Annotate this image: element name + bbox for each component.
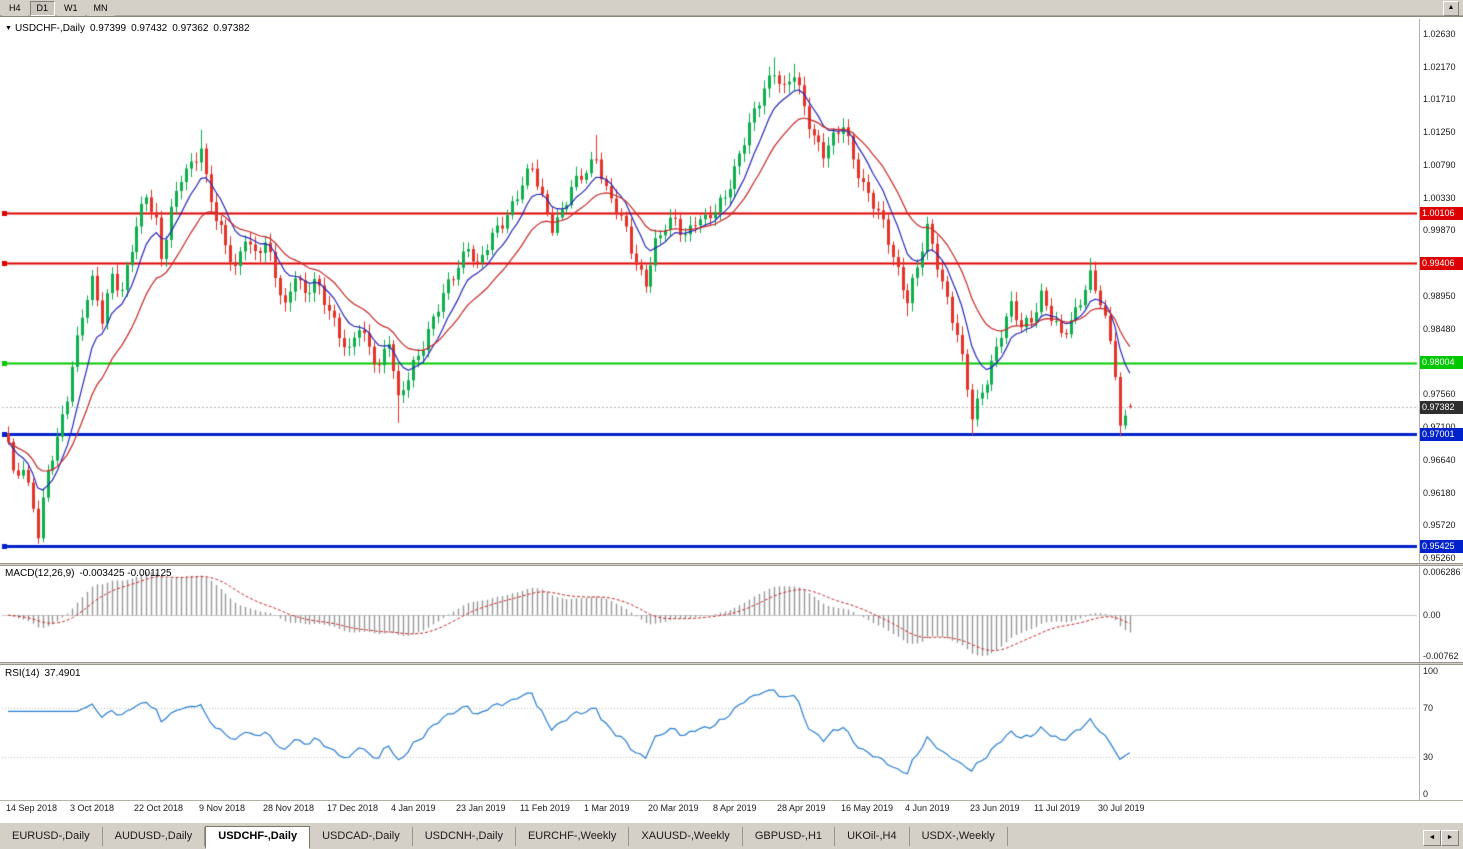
date-axis-label: 30 Jul 2019 <box>1098 803 1145 813</box>
chart-tabs: EURUSD-,Daily AUDUSD-,Daily USDCHF-,Daily U… <box>0 823 1008 849</box>
price-axis-tick: 0.96180 <box>1423 488 1456 498</box>
price-axis-tick: 0.96640 <box>1423 455 1456 465</box>
date-axis-label: 16 May 2019 <box>841 803 894 813</box>
chart-tab-xauusd-weekly[interactable]: XAUUSD-,Weekly <box>629 827 743 846</box>
price-axis-tick: 0.98480 <box>1423 324 1456 334</box>
date-axis-label: 28 Nov 2018 <box>263 803 315 813</box>
chart-symbol-label: USDCHF-,Daily <box>14 23 85 34</box>
pane-splitter-rsi[interactable] <box>0 662 1463 665</box>
price-axis-tick: 1.01250 <box>1423 127 1456 137</box>
price-chart-canvas[interactable] <box>0 19 1419 563</box>
date-axis-label: 9 Nov 2018 <box>199 803 246 813</box>
date-axis-label: 14 Sep 2018 <box>6 803 58 813</box>
toolbar-scroll-up-icon[interactable]: ▲ <box>1443 1 1459 16</box>
chart-tab-gbpusd-h1[interactable]: GBPUSD-,H1 <box>743 827 836 846</box>
current-price-badge: 0.97382 <box>1420 401 1463 414</box>
timeframe-button-d1[interactable]: D1 <box>29 1 56 16</box>
price-axis-tick: 1.00330 <box>1423 193 1456 203</box>
date-axis-label: 4 Jun 2019 <box>905 803 950 813</box>
chart-tab-eurchf-weekly[interactable]: EURCHF-,Weekly <box>516 827 630 846</box>
date-axis-label: 17 Dec 2018 <box>327 803 379 813</box>
price-axis-tick: 0.99870 <box>1423 225 1456 235</box>
chart-title: ▼ USDCHF-,Daily 0.97399 0.97432 0.97362 0.973… <box>5 23 250 34</box>
price-level-badge: 1.00106 <box>1420 207 1463 220</box>
rsi-value: 37.4901 <box>44 668 81 679</box>
date-axis-label: 11 Jul 2019 <box>1034 803 1080 813</box>
timeframe-button-h4[interactable]: H4 <box>2 1 28 16</box>
ohlc-close: 0.97382 <box>213 23 250 34</box>
timeframe-button-w1[interactable]: W1 <box>57 1 85 16</box>
price-axis-tick: 0.97560 <box>1423 389 1456 399</box>
timeframe-buttons: H4 D1 W1 MN <box>0 0 115 17</box>
date-axis-label: 1 Mar 2019 <box>584 803 630 813</box>
date-axis-label: 20 Mar 2019 <box>648 803 699 813</box>
tab-scroll-right-icon[interactable]: ► <box>1441 830 1459 846</box>
chart-tab-eurusd-daily[interactable]: EURUSD-,Daily <box>0 827 103 846</box>
price-axis-tick: 0.95260 <box>1423 553 1456 563</box>
price-level-badge: 0.95425 <box>1420 540 1463 553</box>
rsi-indicator-canvas[interactable] <box>0 665 1419 800</box>
rsi-label: RSI(14) 37.4901 <box>5 668 86 679</box>
rsi-axis-tick: 30 <box>1423 752 1434 762</box>
price-level-badge: 0.98004 <box>1420 356 1463 369</box>
chart-tab-usdcad-daily[interactable]: USDCAD-,Daily <box>310 827 413 846</box>
timeframe-toolbar: H4 D1 W1 MN ▲ <box>0 0 1463 16</box>
tab-scroll-left-icon[interactable]: ◄ <box>1423 830 1441 846</box>
macd-axis-tick: 0.006286 <box>1423 567 1461 577</box>
price-level-badge: 0.97001 <box>1420 428 1463 441</box>
price-axis-tick: 0.97100 <box>1423 422 1456 432</box>
chart-tab-usdchf-daily[interactable]: USDCHF-,Daily <box>205 826 311 849</box>
date-axis-label: 23 Jan 2019 <box>456 803 506 813</box>
macd-axis-tick: -0.00762 <box>1423 651 1459 661</box>
price-axis-tick: 1.01710 <box>1423 94 1456 104</box>
timeframe-button-mn[interactable]: MN <box>86 1 115 16</box>
macd-name: MACD(12,26,9) <box>5 568 75 579</box>
chart-tab-ukoil-h4[interactable]: UKOil-,H4 <box>835 827 910 846</box>
chart-tab-audusd-daily[interactable]: AUDUSD-,Daily <box>103 827 206 846</box>
date-axis-label: 8 Apr 2019 <box>713 803 757 813</box>
ohlc-high: 0.97432 <box>131 23 168 34</box>
macd-axis-tick: 0.00 <box>1423 610 1441 620</box>
chart-window: ▼ USDCHF-,Daily 0.97399 0.97432 0.97362 0.973… <box>0 16 1463 822</box>
price-axis-tick: 1.00790 <box>1423 160 1456 170</box>
date-axis-label: 4 Jan 2019 <box>391 803 436 813</box>
pane-splitter-macd[interactable] <box>0 563 1463 566</box>
rsi-axis-tick: 100 <box>1423 666 1439 676</box>
price-axis-tick: 1.02630 <box>1423 29 1456 39</box>
chart-tab-usdcnh-daily[interactable]: USDCNH-,Daily <box>413 827 516 846</box>
chart-tab-usdx-weekly[interactable]: USDX-,Weekly <box>910 827 1008 846</box>
date-axis-label: 22 Oct 2018 <box>134 803 184 813</box>
price-axis-separator <box>1419 19 1420 800</box>
price-axis-tick: 1.02170 <box>1423 62 1456 72</box>
date-axis-separator <box>0 800 1463 801</box>
macd-indicator-canvas[interactable] <box>0 566 1419 662</box>
ohlc-open: 0.97399 <box>89 23 127 34</box>
price-axis-tick: 0.95720 <box>1423 520 1456 530</box>
macd-label: MACD(12,26,9) -0.003425 -0.001125 <box>5 568 177 579</box>
date-axis-label: 11 Feb 2019 <box>520 803 570 813</box>
chart-tab-bar: EURUSD-,Daily AUDUSD-,Daily USDCHF-,Daily U… <box>0 822 1463 849</box>
chart-menu-icon[interactable]: ▼ <box>5 25 12 32</box>
macd-values: -0.003425 -0.001125 <box>79 568 172 579</box>
price-axis-tick: 0.98950 <box>1423 291 1456 301</box>
date-axis-label: 23 Jun 2019 <box>970 803 1020 813</box>
rsi-axis-tick: 0 <box>1423 789 1429 799</box>
date-axis-label: 3 Oct 2018 <box>70 803 115 813</box>
ohlc-low: 0.97362 <box>172 23 209 34</box>
rsi-axis-tick: 70 <box>1423 703 1434 713</box>
price-level-badge: 0.99406 <box>1420 257 1463 270</box>
date-axis-label: 28 Apr 2019 <box>777 803 826 813</box>
rsi-name: RSI(14) <box>5 668 40 679</box>
